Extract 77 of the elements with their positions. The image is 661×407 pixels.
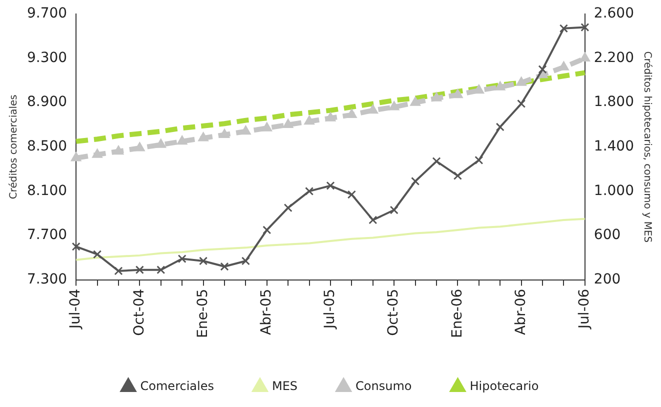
point	[283, 119, 294, 128]
legend-label: MES	[272, 379, 298, 394]
x-tick-label: Ene-06	[449, 288, 466, 338]
point	[516, 76, 526, 86]
y2-tick-label: 2.600	[594, 6, 634, 22]
y-tick-label: 8.900	[26, 94, 68, 110]
x-tick-label: Abr-06	[512, 288, 529, 336]
x-tick-label: Jul-04	[68, 288, 84, 330]
y-tick-label: 8.500	[26, 138, 68, 155]
point	[177, 136, 188, 145]
y2-tick-label: 600	[594, 227, 621, 244]
point	[368, 104, 378, 114]
x-tick-label: Oct-05	[386, 288, 402, 336]
point	[92, 148, 102, 158]
y2-axis-title: Créditos hipotecarios, consumo y MES	[641, 51, 652, 243]
point	[178, 254, 186, 264]
point	[135, 266, 144, 274]
point	[432, 157, 441, 166]
point	[262, 226, 272, 234]
point	[326, 181, 335, 190]
point	[156, 266, 166, 274]
y2-tick-label: 1.800	[594, 94, 634, 110]
y-tick-label: 9.700	[26, 6, 68, 22]
point	[368, 216, 378, 224]
point	[113, 146, 124, 155]
y2-tick-label: 1.000	[594, 182, 634, 199]
point	[389, 101, 400, 110]
x-tick-label: Ene-05	[194, 288, 211, 338]
point	[325, 112, 336, 122]
point	[580, 23, 590, 32]
y-tick-label: 7.700	[26, 227, 68, 244]
point	[134, 142, 145, 152]
y2-tick-label: 2.200	[594, 50, 634, 66]
y2-tick-label: 200	[594, 271, 621, 288]
point	[474, 84, 484, 94]
point	[304, 116, 314, 125]
point	[220, 262, 229, 271]
legend-label: Comerciales	[140, 379, 214, 394]
point	[262, 122, 272, 132]
point	[496, 122, 504, 132]
point	[305, 186, 314, 196]
point	[538, 65, 547, 74]
point	[495, 81, 506, 90]
y-tick-label: 8.100	[26, 182, 68, 199]
point	[198, 132, 208, 142]
point	[411, 176, 420, 186]
point	[517, 99, 526, 108]
point	[452, 89, 463, 98]
x-tick-label: Jul-05	[322, 288, 338, 330]
point	[284, 204, 292, 212]
point	[219, 128, 230, 138]
point	[431, 92, 442, 102]
point	[580, 52, 590, 62]
y-tick-label: 7.300	[26, 271, 68, 288]
point	[240, 126, 251, 135]
y-axis-title: Créditos comerciales	[8, 94, 20, 200]
point	[241, 256, 250, 266]
point	[559, 24, 568, 33]
point	[390, 206, 398, 214]
point	[474, 156, 484, 164]
y2-tick-label: 1.400	[594, 138, 634, 155]
point	[92, 250, 102, 259]
point	[346, 109, 357, 118]
legend-label: Hipotecario	[470, 379, 539, 394]
legend-label: Consumo	[356, 379, 412, 394]
x-tick-label: Oct-04	[131, 288, 148, 336]
point	[410, 96, 420, 106]
point	[453, 171, 462, 180]
point	[156, 138, 166, 148]
y-tick-label: 9.300	[26, 50, 68, 66]
x-tick-label: Abr-05	[258, 288, 275, 336]
x-tick-label: Jul-06	[576, 288, 593, 330]
point	[347, 190, 356, 199]
point	[72, 242, 80, 251]
point	[71, 152, 82, 162]
point	[199, 256, 208, 266]
point	[114, 266, 123, 276]
